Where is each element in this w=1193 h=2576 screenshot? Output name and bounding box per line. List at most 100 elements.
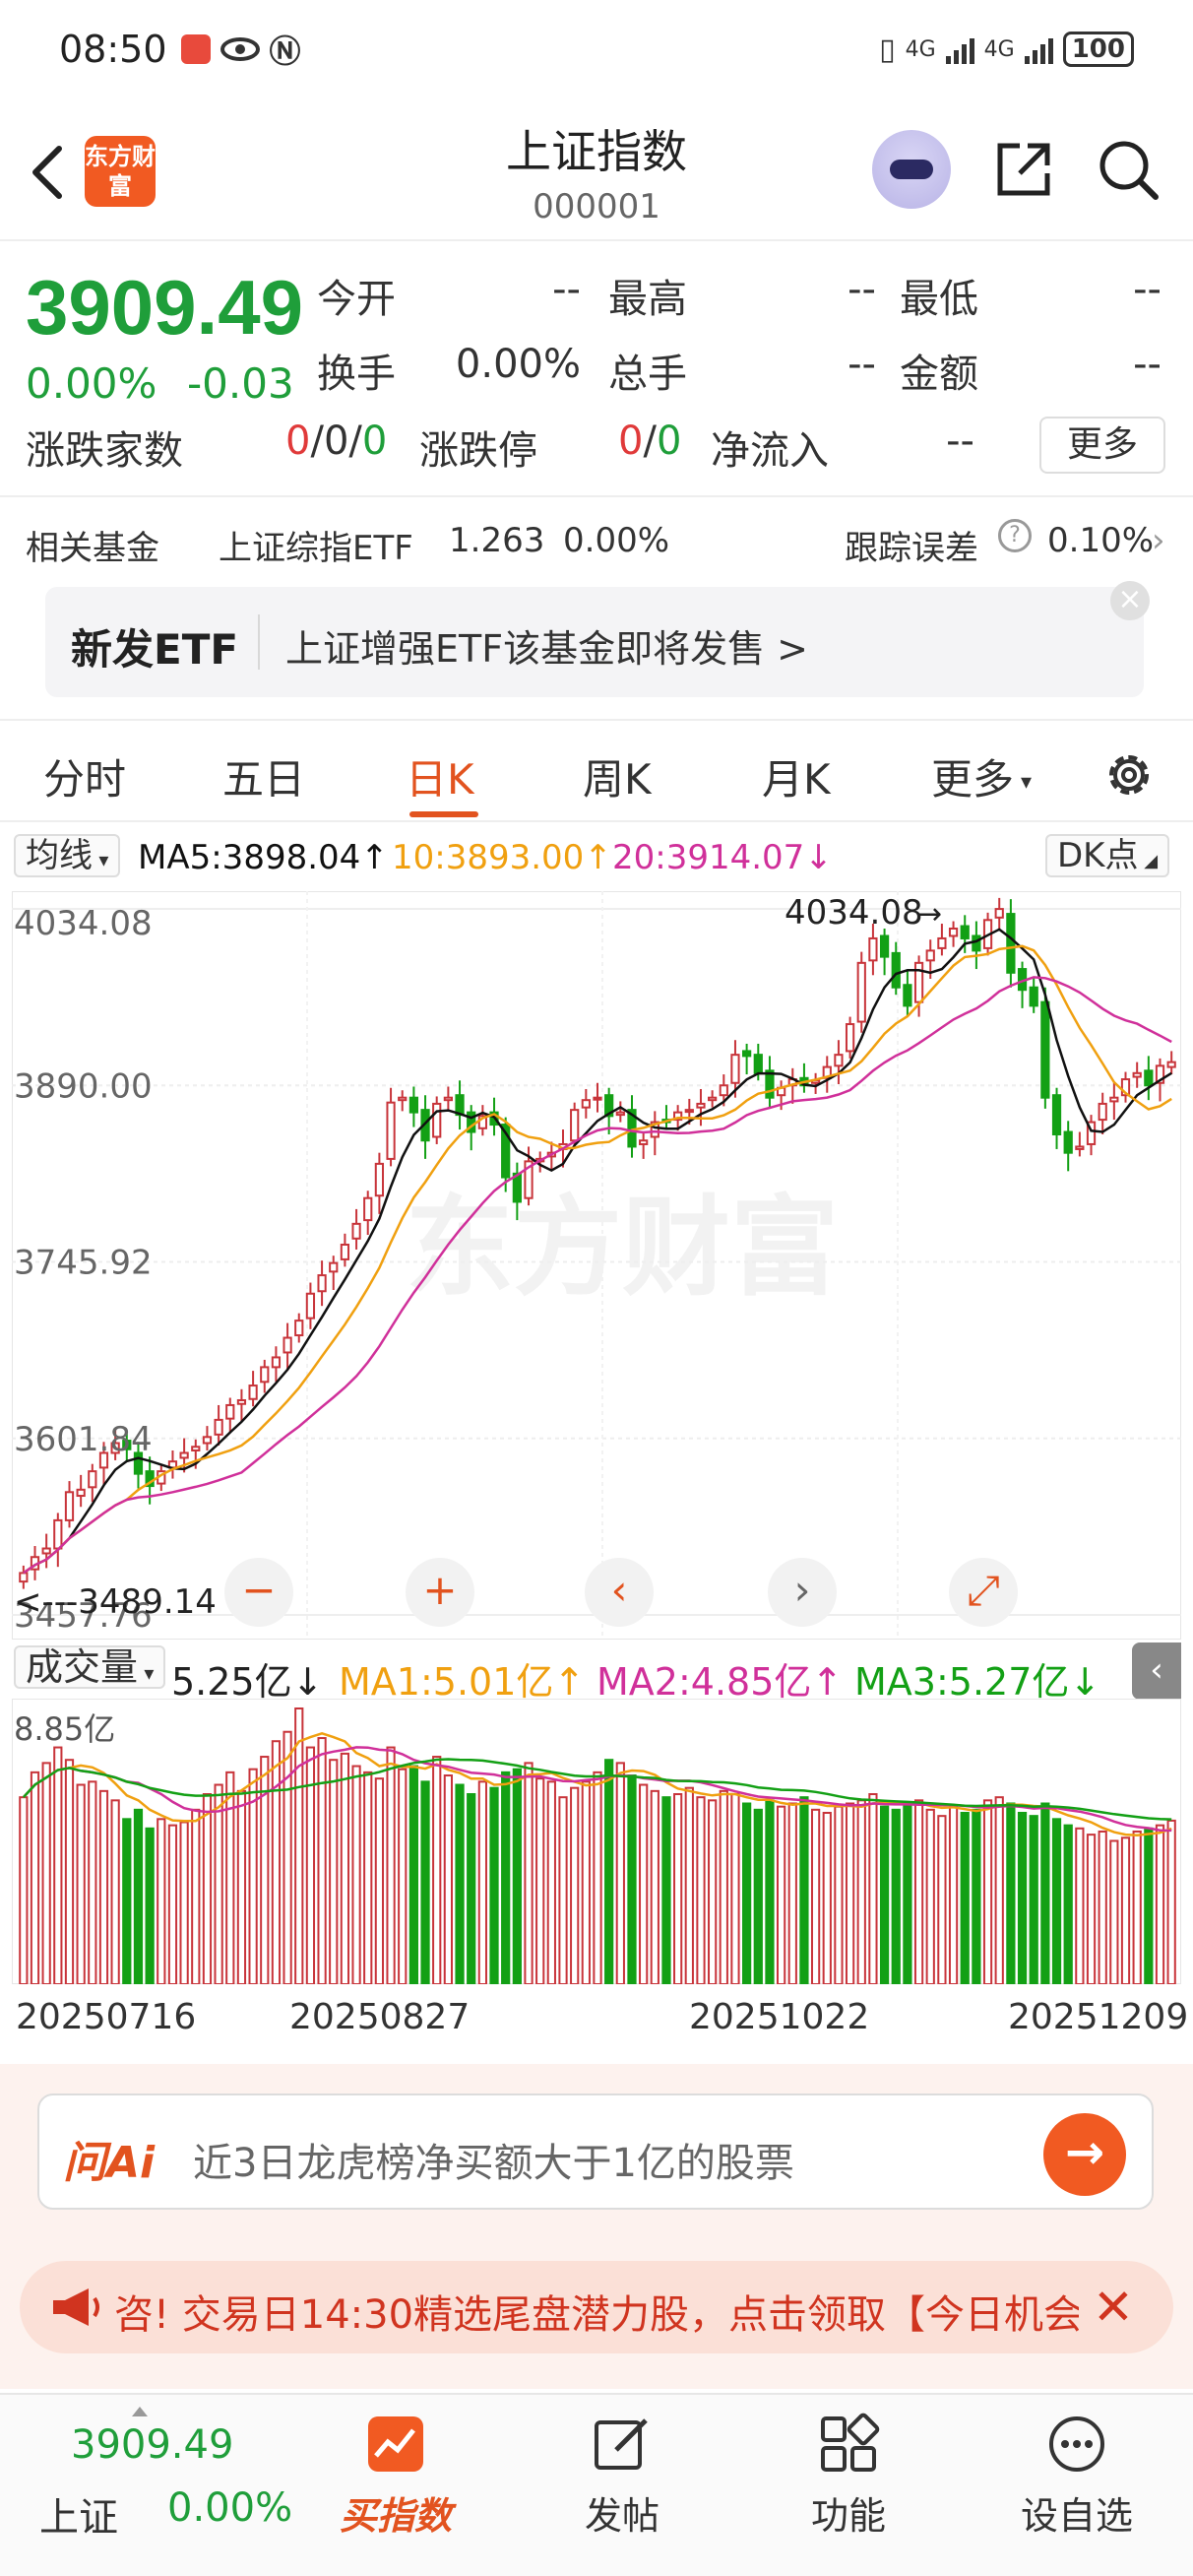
ma-selector[interactable]: 均线 ▾ bbox=[14, 834, 121, 877]
volume-bar: 成交量 ▾ 5.25亿↓ MA1:5.01亿↑ MA2:4.85亿↑ MA3:5… bbox=[0, 1640, 1193, 1704]
close-icon[interactable]: ✕ bbox=[1093, 2279, 1134, 2336]
candle bbox=[225, 1403, 235, 1420]
tab-more[interactable]: 更多 ▾ bbox=[931, 746, 1032, 806]
candle bbox=[650, 1121, 659, 1138]
tracking-error-value: 0.10% bbox=[1047, 521, 1155, 560]
scroll-right-button[interactable]: › bbox=[768, 1558, 837, 1627]
volume-bar bbox=[1006, 1802, 1016, 1984]
volume-bar bbox=[236, 1789, 247, 1984]
tab-more-label: 更多 bbox=[931, 755, 1015, 804]
nav-post[interactable]: 发帖 bbox=[543, 2413, 701, 2540]
notice-text: 咨! 交易日14:30精选尾盘潜力股，点击领取【今日机会】 bbox=[114, 2292, 1079, 2338]
ai-query-box[interactable]: 问Ai 近3日龙虎榜净买额大于1亿的股票 → bbox=[37, 2093, 1154, 2210]
notice-banner[interactable]: 咨! 交易日14:30精选尾盘潜力股，点击领取【今日机会】 ✕ bbox=[20, 2261, 1173, 2353]
chevron-right-icon: › bbox=[1152, 521, 1165, 560]
top-bar: 东方财富 上证指数 000001 bbox=[0, 98, 1193, 241]
arrow-right-icon[interactable]: → bbox=[1043, 2113, 1126, 2196]
volume-bar bbox=[294, 1707, 304, 1984]
caret-up-icon[interactable] bbox=[132, 2407, 148, 2416]
section-divider bbox=[0, 719, 1193, 721]
candle bbox=[834, 1054, 844, 1067]
candle bbox=[110, 1442, 120, 1454]
candle bbox=[708, 1096, 718, 1102]
candle bbox=[753, 1054, 763, 1074]
volume-ma-line-10 bbox=[22, 1746, 1172, 1833]
volume-chart[interactable]: 8.85亿 bbox=[12, 1699, 1181, 1984]
volume-bar bbox=[145, 1827, 155, 1984]
collapse-icon[interactable]: ‹ bbox=[1132, 1642, 1181, 1700]
volume-bar bbox=[661, 1796, 671, 1984]
battery-icon: 100 bbox=[1062, 32, 1134, 67]
volume-selector-label: 成交量 bbox=[26, 1645, 139, 1689]
close-icon[interactable]: × bbox=[1110, 581, 1150, 620]
nav-functions[interactable]: 功能 bbox=[770, 2413, 927, 2540]
open-label: 今开 bbox=[317, 277, 396, 322]
dk-point-button[interactable]: DK点 ◢ bbox=[1045, 834, 1170, 877]
volume-ma3: MA3:5.27亿↓ bbox=[854, 1660, 1101, 1704]
volume-bar bbox=[420, 1780, 430, 1984]
candle bbox=[581, 1099, 591, 1109]
change-value: -0.03 bbox=[187, 359, 294, 408]
app-logo: 东方财富 bbox=[85, 136, 156, 207]
date-axis: 20250716 20250827 20251022 20251209 bbox=[0, 1989, 1193, 2058]
volume-bar bbox=[845, 1802, 855, 1984]
zoom-in-button[interactable]: + bbox=[406, 1558, 474, 1627]
more-button[interactable]: 更多 bbox=[1039, 417, 1165, 474]
fund-label: 相关基金 bbox=[26, 529, 159, 568]
volume-bar bbox=[317, 1737, 327, 1984]
status-icons: Ⓝ bbox=[180, 27, 301, 72]
candle bbox=[1040, 1000, 1050, 1099]
ma-bar: 均线 ▾ MA5:3898.04↑ 10:3893.00↑ 20:3914.07… bbox=[0, 832, 1193, 881]
kline-ma-lines bbox=[23, 928, 1172, 1575]
volume-bar bbox=[432, 1756, 442, 1984]
volume-bar bbox=[799, 1796, 809, 1984]
scroll-left-button[interactable]: ‹ bbox=[585, 1558, 654, 1627]
volume-bar bbox=[834, 1805, 844, 1984]
page-title: 上证指数 bbox=[506, 125, 687, 178]
nav-buy-index[interactable]: 买指数 bbox=[317, 2413, 474, 2540]
candle bbox=[1155, 1064, 1165, 1084]
volume-bar bbox=[982, 1799, 993, 1984]
more-dots-icon bbox=[1049, 2416, 1104, 2472]
volume-bar bbox=[1063, 1824, 1073, 1984]
zoom-out-button[interactable]: − bbox=[224, 1558, 293, 1627]
nav-add-watchlist[interactable]: 设自选 bbox=[998, 2413, 1156, 2540]
search-icon[interactable] bbox=[1095, 136, 1162, 203]
volume-bar bbox=[1051, 1818, 1062, 1984]
candle bbox=[351, 1222, 361, 1240]
candle bbox=[398, 1096, 408, 1102]
candle bbox=[937, 936, 947, 949]
updown-counts: 0/0/0 bbox=[285, 419, 388, 464]
volume-bar bbox=[960, 1811, 970, 1984]
candle bbox=[856, 961, 866, 1023]
volume-bar bbox=[719, 1789, 728, 1984]
volume-label: 总手 bbox=[608, 352, 687, 397]
ai-section: 问Ai 近3日龙虎榜净买额大于1亿的股票 → 咨! 交易日14:30精选尾盘潜力… bbox=[0, 2064, 1193, 2389]
netflow-label: 净流入 bbox=[711, 428, 829, 474]
tab-five-day[interactable]: 五日 bbox=[222, 755, 306, 804]
volume-bar bbox=[615, 1762, 625, 1984]
tab-weekly-k[interactable]: 周K bbox=[583, 755, 652, 804]
bottom-price: 3909.49 bbox=[71, 2422, 234, 2468]
tab-daily-k[interactable]: 日K bbox=[406, 755, 474, 804]
help-icon[interactable]: ? bbox=[998, 519, 1032, 552]
tab-intraday[interactable]: 分时 bbox=[43, 755, 127, 804]
ai-assistant-icon[interactable] bbox=[872, 130, 951, 209]
volume-bar bbox=[133, 1808, 144, 1984]
limit-label: 涨跌停 bbox=[419, 428, 537, 474]
fullscreen-button[interactable]: ⤢ bbox=[949, 1558, 1018, 1627]
volume-bar bbox=[891, 1808, 901, 1984]
tab-monthly-k[interactable]: 月K bbox=[762, 755, 831, 804]
status-time: 08:50 bbox=[59, 28, 167, 71]
candle bbox=[236, 1398, 247, 1405]
volume-selector[interactable]: 成交量 ▾ bbox=[14, 1645, 166, 1689]
share-icon[interactable] bbox=[992, 138, 1055, 201]
nav-label: 发帖 bbox=[584, 2494, 659, 2538]
signal-icon-1 bbox=[945, 34, 974, 64]
related-fund-row[interactable]: 相关基金 上证综指ETF 1.263 0.00% 跟踪误差 ? 0.10% › bbox=[0, 497, 1193, 586]
corner-icon: ◢ bbox=[1138, 851, 1159, 871]
kline-chart[interactable]: 东方财富 4034.08 3890.00 3745.92 3601.84 3457.76… bbox=[12, 891, 1181, 1640]
gear-icon[interactable] bbox=[1100, 746, 1158, 804]
etf-banner[interactable]: 新发ETF 上证增强ETF该基金即将发售 > × bbox=[45, 581, 1150, 697]
back-arrow-icon[interactable] bbox=[28, 143, 67, 202]
